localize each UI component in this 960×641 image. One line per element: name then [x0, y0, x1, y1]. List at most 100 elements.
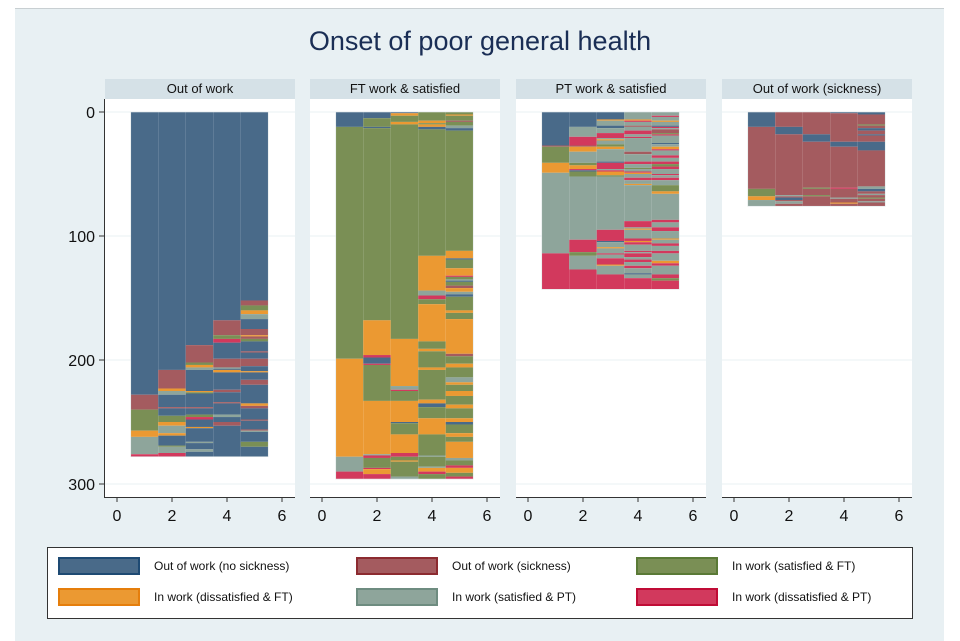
sequence-segment: [596, 258, 625, 265]
sequence-segment: [445, 436, 474, 442]
sequence-segment: [185, 364, 214, 368]
sequence-segment: [445, 114, 474, 116]
sequence-segment: [775, 126, 803, 135]
sequence-segment: [651, 227, 680, 232]
sequence-segment: [651, 169, 680, 174]
sequence-segment: [624, 183, 652, 186]
legend-label: Out of work (sickness): [452, 559, 571, 573]
x-tick-label: 6: [895, 508, 904, 525]
sequence-segment: [596, 247, 625, 249]
sequence-segment: [213, 367, 241, 369]
sequence-segment: [418, 455, 446, 457]
sequence-segment: [445, 279, 474, 281]
sequence-segment: [802, 195, 831, 197]
sequence-segment: [418, 474, 446, 480]
sequence-segment: [624, 151, 652, 155]
x-tick-label: 2: [785, 508, 794, 525]
sequence-segment: [213, 358, 241, 368]
sequence-segment: [830, 202, 858, 204]
sequence-segment: [624, 169, 652, 172]
sequence-segment: [651, 274, 680, 279]
sequence-segment: [418, 295, 446, 300]
sequence-segment: [418, 120, 446, 124]
sequence-segment: [185, 112, 214, 346]
sequence-segment: [624, 177, 652, 181]
sequence-segment: [445, 433, 474, 437]
sequence-segment: [596, 120, 625, 126]
sequence-segment: [390, 113, 419, 116]
sequence-segment: [418, 290, 446, 296]
sequence-segment: [569, 126, 597, 137]
sequence-segment: [240, 419, 269, 421]
sequence-segment: [775, 200, 803, 202]
sequence-segment: [624, 262, 652, 266]
sequence-segment: [541, 146, 570, 163]
sequence-segment: [651, 245, 680, 251]
sequence-segment: [596, 140, 625, 145]
sequence-segment: [158, 435, 186, 446]
sequence-segment: [569, 146, 597, 152]
sequence-segment: [130, 430, 159, 437]
sequence-segment: [390, 423, 419, 435]
sequence-segment: [624, 120, 652, 122]
sequence-segment: [418, 123, 446, 125]
sequence-segment: [596, 264, 625, 266]
sequence-segment: [596, 144, 625, 147]
sequence-segment: [390, 338, 419, 387]
legend-item-out-of-work-no-sickness: Out of work (no sickness): [58, 556, 289, 576]
sequence-segment: [158, 112, 186, 370]
sequence-segment: [185, 428, 214, 442]
sequence-segment: [541, 253, 570, 290]
sequence-segment: [213, 402, 241, 404]
sequence-segment: [651, 112, 680, 116]
sequence-segment: [240, 341, 269, 352]
sequence-segment: [775, 203, 803, 207]
sequence-segment: [596, 138, 625, 140]
sequence-segment: [651, 231, 680, 239]
sequence-segment: [240, 336, 269, 339]
chart-title: Onset of poor general health: [308, 26, 652, 56]
sequence-segment: [569, 162, 597, 166]
sequence-segment: [596, 149, 625, 162]
sequence-segment: [418, 126, 446, 130]
sequence-segment: [624, 221, 652, 228]
sequence-segment: [651, 161, 680, 165]
sequence-segment: [240, 420, 269, 430]
sequence-segment: [418, 399, 446, 404]
sequence-segment: [240, 446, 269, 457]
legend-label: Out of work (no sickness): [154, 559, 290, 573]
sequence-segment: [445, 457, 474, 461]
sequence-segment: [624, 268, 652, 274]
sequence-segment: [418, 456, 446, 467]
sequence-segment: [213, 389, 241, 393]
sequence-segment: [363, 400, 391, 455]
sequence-segment: [830, 197, 858, 199]
sequence-segment: [624, 167, 652, 170]
sequence-segment: [390, 389, 419, 391]
sequence-segment: [569, 176, 597, 240]
y-tick-label: 200: [68, 353, 95, 370]
sequence-segment: [445, 291, 474, 295]
sequence-segment: [363, 457, 391, 468]
sequence-segment: [624, 253, 652, 258]
sequence-segment: [240, 305, 269, 311]
sequence-outline: [130, 111, 269, 458]
sequence-segment: [624, 174, 652, 178]
sequence-segment: [624, 112, 652, 120]
sequence-segment: [213, 422, 241, 426]
sequence-segment: [624, 180, 652, 184]
sequence-segment: [596, 112, 625, 120]
sequence-segment: [857, 135, 886, 142]
sequence-segment: [651, 125, 680, 127]
sequence-segment: [390, 456, 419, 461]
sequence-segment: [569, 169, 597, 171]
sequence-segment: [857, 202, 886, 207]
sequence-segment: [418, 367, 446, 370]
sequence-segment: [747, 112, 776, 127]
sequence-segment: [624, 229, 652, 239]
sequence-segment: [775, 195, 803, 197]
sequence-segment: [213, 414, 241, 418]
sequence-segment: [418, 351, 446, 368]
sequence-segment: [418, 304, 446, 342]
